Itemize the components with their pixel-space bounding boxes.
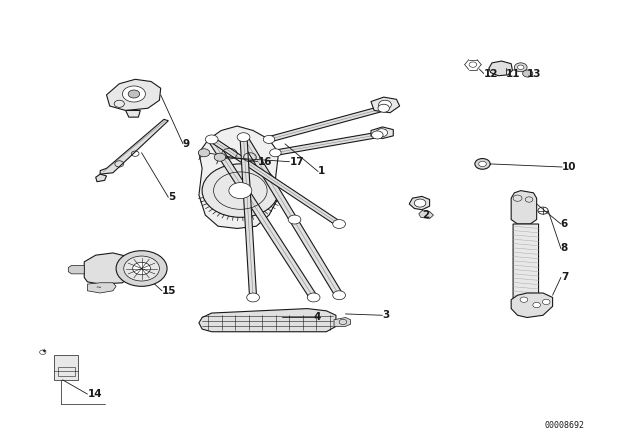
Polygon shape — [409, 196, 429, 210]
Polygon shape — [199, 309, 336, 332]
Text: 9: 9 — [183, 139, 190, 149]
Text: 17: 17 — [289, 157, 304, 167]
Polygon shape — [371, 97, 399, 113]
Circle shape — [132, 262, 150, 275]
Polygon shape — [513, 224, 539, 308]
Circle shape — [124, 256, 159, 281]
Circle shape — [379, 100, 392, 109]
Circle shape — [116, 251, 167, 286]
Text: $\sim$: $\sim$ — [94, 283, 102, 289]
Polygon shape — [125, 111, 140, 117]
Circle shape — [128, 90, 140, 98]
Polygon shape — [275, 132, 378, 155]
Text: 15: 15 — [162, 286, 177, 296]
Polygon shape — [334, 318, 351, 327]
Polygon shape — [208, 138, 317, 299]
Circle shape — [520, 297, 528, 302]
Bar — [54, 355, 79, 380]
Circle shape — [414, 199, 426, 207]
Text: 10: 10 — [562, 162, 577, 172]
Polygon shape — [371, 127, 394, 138]
Circle shape — [214, 153, 226, 161]
Text: 00008692: 00008692 — [545, 421, 584, 430]
Circle shape — [542, 299, 550, 305]
Circle shape — [523, 70, 533, 77]
Circle shape — [288, 215, 301, 224]
Circle shape — [307, 293, 320, 302]
Polygon shape — [88, 283, 116, 293]
Circle shape — [122, 86, 145, 102]
Polygon shape — [240, 137, 257, 297]
Text: 16: 16 — [257, 157, 272, 167]
Circle shape — [237, 133, 250, 142]
Bar — [493, 64, 509, 73]
Circle shape — [246, 293, 259, 302]
Text: ✦: ✦ — [42, 349, 47, 353]
Polygon shape — [511, 190, 537, 224]
Text: 2: 2 — [422, 210, 429, 220]
Text: 14: 14 — [88, 389, 102, 399]
Polygon shape — [199, 126, 278, 228]
Circle shape — [372, 131, 383, 139]
Circle shape — [333, 220, 346, 228]
Polygon shape — [489, 61, 513, 76]
Circle shape — [479, 161, 486, 167]
Text: 12: 12 — [484, 69, 499, 78]
Circle shape — [198, 149, 210, 157]
Circle shape — [533, 302, 540, 308]
Polygon shape — [68, 265, 84, 274]
Polygon shape — [96, 174, 106, 182]
Circle shape — [263, 135, 275, 143]
Circle shape — [378, 104, 390, 112]
Polygon shape — [84, 253, 129, 284]
Polygon shape — [268, 106, 385, 142]
Polygon shape — [209, 138, 342, 226]
Polygon shape — [511, 293, 552, 318]
Polygon shape — [419, 211, 433, 219]
Text: 1: 1 — [318, 167, 325, 177]
Circle shape — [205, 135, 218, 144]
Text: 5: 5 — [168, 192, 175, 202]
Circle shape — [376, 129, 388, 137]
Polygon shape — [100, 119, 168, 174]
Text: 11: 11 — [506, 69, 520, 78]
Polygon shape — [106, 79, 161, 111]
Circle shape — [269, 149, 281, 157]
Circle shape — [229, 183, 252, 198]
Circle shape — [515, 63, 527, 72]
Circle shape — [475, 159, 490, 169]
Polygon shape — [240, 136, 343, 297]
Text: 8: 8 — [561, 243, 568, 254]
Circle shape — [202, 164, 278, 217]
Text: 3: 3 — [383, 310, 390, 320]
Text: 7: 7 — [561, 272, 568, 282]
Text: 13: 13 — [527, 69, 541, 78]
Bar — [58, 367, 75, 376]
Circle shape — [333, 291, 346, 300]
Text: 4: 4 — [314, 313, 321, 323]
Text: 6: 6 — [561, 219, 568, 229]
Circle shape — [518, 65, 524, 69]
